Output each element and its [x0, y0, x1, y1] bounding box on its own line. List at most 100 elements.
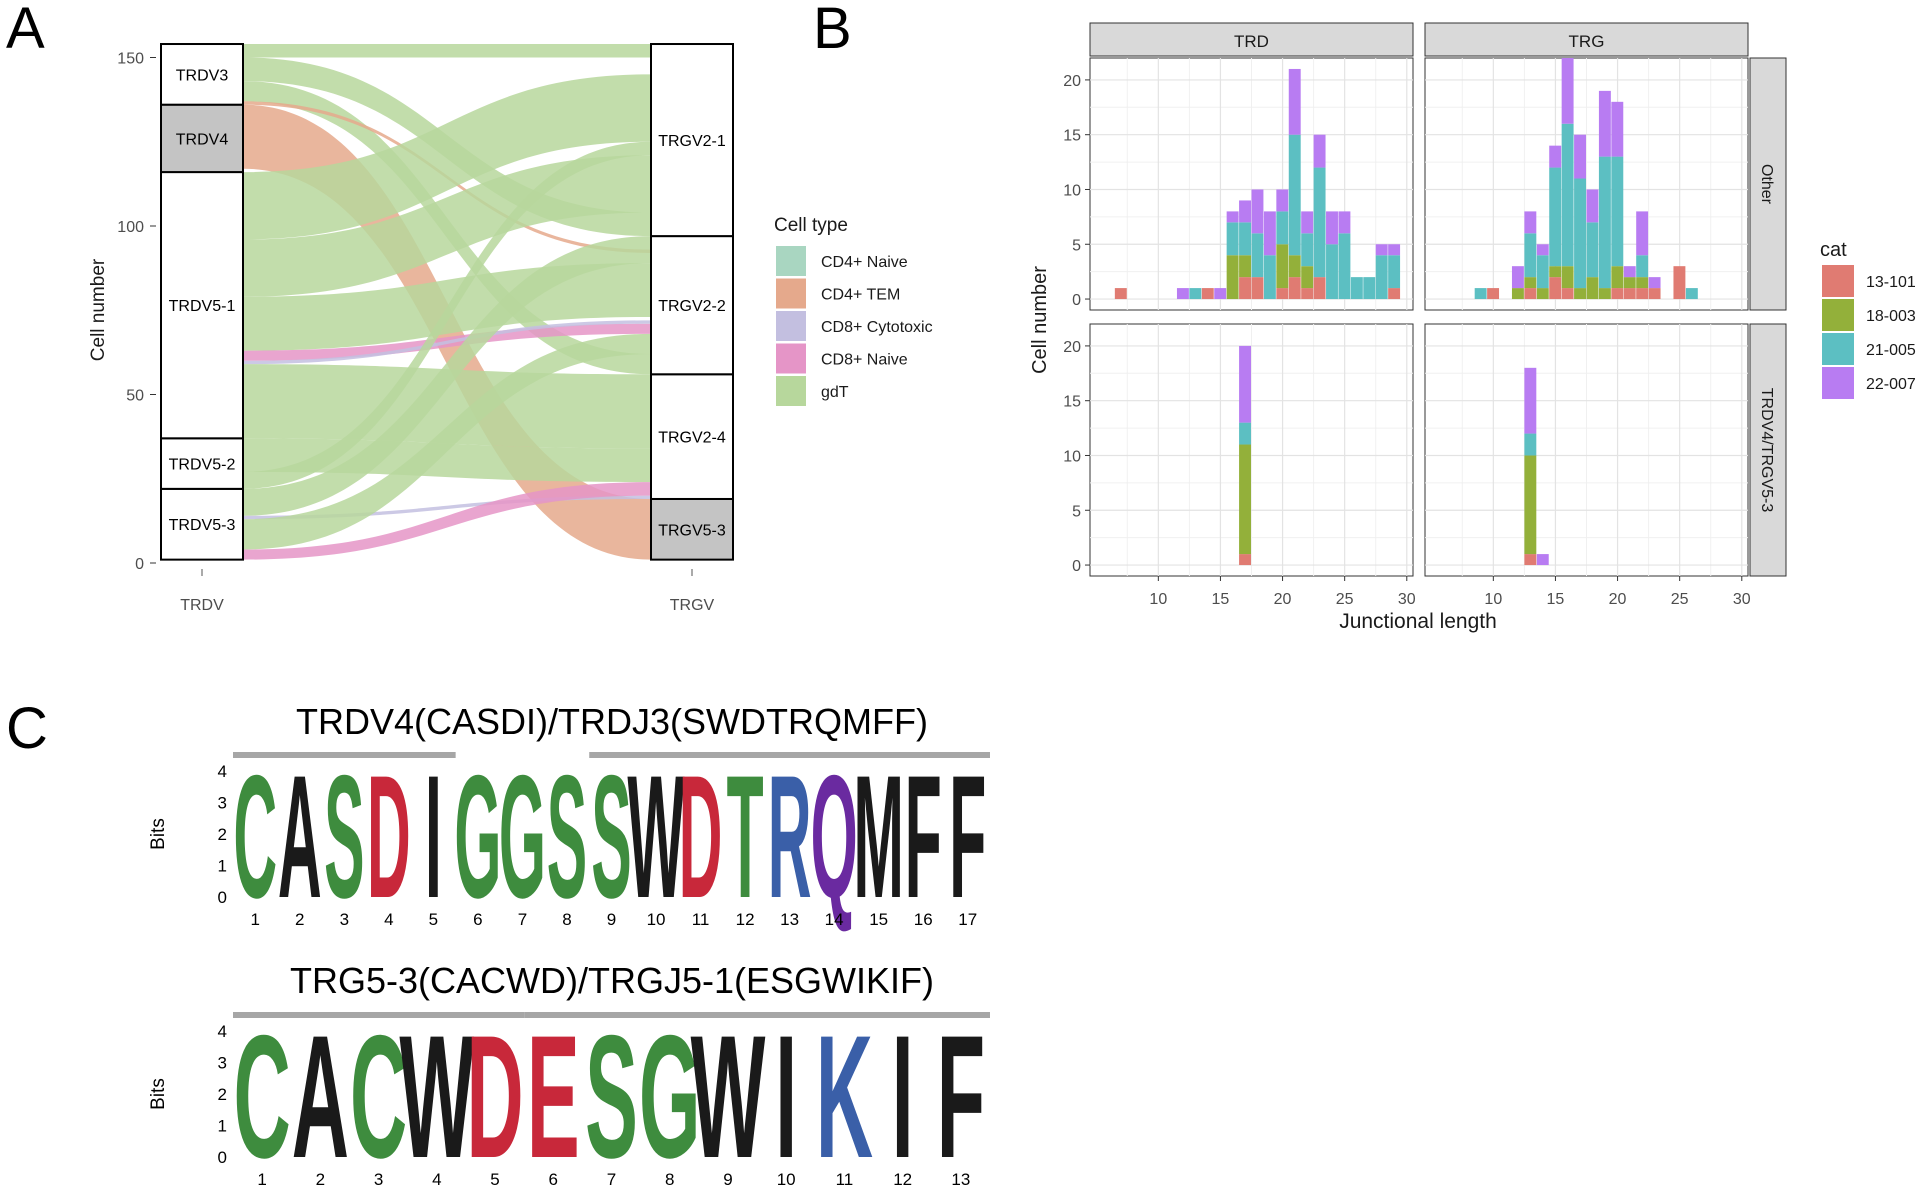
alluvial-plot: 0 50 100 150 Cell number TRDV5-3 TRDV5-2 TRDV5-… — [88, 43, 933, 614]
histogram-bar-segment — [1561, 266, 1574, 289]
histogram-bar-segment — [1114, 288, 1127, 300]
histogram-ytick-label: 20 — [1063, 339, 1081, 356]
histogram-row-strip — [1749, 57, 1787, 311]
histogram-xtick-label: 25 — [1671, 591, 1689, 608]
logo-position-label: 5 — [429, 910, 438, 929]
logo-letter: A — [278, 738, 322, 934]
histogram-bar-segment — [1623, 277, 1636, 289]
histogram-bar-segment — [1301, 211, 1314, 234]
alluvial-stratum-label: TRGV5-3 — [658, 522, 726, 539]
histogram-bar-segment — [1474, 288, 1487, 300]
logo-position-label: 9 — [723, 1170, 732, 1189]
histogram-legend-label: 21-005 — [1866, 342, 1916, 359]
logo-ytick-label: 3 — [218, 794, 227, 813]
histogram-bar-segment — [1301, 288, 1314, 300]
histogram-bar-segment — [1239, 200, 1251, 223]
alluvial-flow — [243, 320, 651, 365]
histogram-ytick-label: 20 — [1063, 73, 1081, 90]
alluvial-flow — [243, 364, 651, 449]
histogram-xtick-label: 10 — [1484, 591, 1502, 608]
histogram-bar-segment — [1214, 288, 1227, 300]
histogram-bar-segment — [1388, 288, 1401, 300]
histogram-column-strip — [1424, 22, 1749, 57]
logo-title: TRG5-3(CACWD)/TRGJ5-1(ESGWIKIF) — [290, 960, 934, 1001]
alluvial-stratum-box — [160, 103, 244, 174]
logo-title: TRDV4(CASDI)/TRDJ3(SWDTRQMFF) — [296, 701, 928, 742]
alluvial-ytick-label: 150 — [117, 51, 144, 68]
histogram-bar-segment — [1363, 277, 1376, 300]
logo-position-label: 8 — [665, 1170, 674, 1189]
histogram-xtick-label: 15 — [1212, 591, 1230, 608]
logo-position-label: 9 — [607, 910, 616, 929]
histogram-bar-segment — [1511, 266, 1524, 289]
logo-ytick-label: 0 — [218, 888, 227, 907]
histogram-ytick-label: 5 — [1072, 503, 1081, 520]
logo-position-label: 2 — [295, 910, 304, 929]
panel-label-b: B — [813, 0, 852, 61]
histogram-bar-segment — [1251, 277, 1264, 300]
alluvial-flow — [243, 333, 651, 550]
histogram-bar-segment — [1338, 233, 1351, 300]
logo-position-label: 1 — [257, 1170, 266, 1189]
histogram-bar-segment — [1636, 255, 1649, 278]
logo-position-label: 4 — [384, 910, 393, 929]
histogram-bar-segment — [1524, 455, 1537, 555]
histogram-legend-label: 22-007 — [1866, 376, 1916, 393]
histogram-bar-segment — [1549, 167, 1562, 267]
logo-letter: M — [853, 738, 903, 934]
logo-position-label: 1 — [251, 910, 260, 929]
alluvial-ytick-label: 50 — [126, 388, 144, 405]
logo-ytick-label: 4 — [218, 762, 227, 781]
alluvial-stratum-label: TRGV2-4 — [658, 430, 726, 447]
histogram-bar-segment — [1549, 277, 1562, 300]
alluvial-stratum-label: TRDV3 — [176, 67, 229, 84]
junctional-length-histogram: TRD TRG Other TRDV4/TRGV5-3 0 5 10 15 20 0 5 10 15 20… — [1029, 22, 1916, 633]
logo-position-label: 3 — [374, 1170, 383, 1189]
histogram-ylabel: Cell number — [1029, 266, 1051, 374]
alluvial-flow — [243, 236, 651, 516]
alluvial-stratum-box — [650, 373, 734, 500]
histogram-xtick-label: 30 — [1733, 591, 1751, 608]
alluvial-flow — [243, 155, 651, 297]
logo-position-label: 11 — [836, 1170, 854, 1189]
histogram-bar-segment — [1611, 288, 1624, 300]
histogram-bar-segment — [1574, 178, 1586, 289]
histogram-bar-segment — [1648, 288, 1661, 300]
logo-letter: C — [350, 999, 407, 1193]
logo-letter: R — [768, 738, 812, 934]
histogram-ytick-label: 0 — [1072, 292, 1081, 309]
logo-letter: G — [639, 999, 701, 1193]
histogram-bar-segment — [1239, 222, 1251, 256]
alluvial-ytick-label: 100 — [117, 219, 144, 236]
histogram-bar-segment — [1536, 244, 1549, 256]
histogram-xtick-label: 20 — [1609, 591, 1627, 608]
histogram-bar-segment — [1648, 277, 1661, 289]
histogram-legend-swatch — [1822, 367, 1854, 399]
alluvial-flow — [243, 44, 651, 58]
logo-letter: A — [292, 999, 349, 1193]
histogram-bar-segment — [1176, 288, 1189, 300]
histogram-bar-segment — [1524, 211, 1537, 234]
histogram-bar-segment — [1189, 288, 1202, 300]
histogram-bar-segment — [1561, 288, 1574, 300]
histogram-ytick-label: 10 — [1063, 448, 1081, 465]
histogram-bar-segment — [1276, 288, 1289, 300]
histogram-bar-segment — [1388, 255, 1401, 289]
logo-letter: S — [324, 738, 364, 934]
alluvial-flow — [243, 141, 651, 489]
histogram-bar-segment — [1524, 554, 1537, 566]
logo-position-label: 2 — [316, 1170, 325, 1189]
histogram-bar-segment — [1239, 422, 1251, 445]
histogram-bar-segment — [1263, 255, 1276, 300]
alluvial-stratum-box — [160, 43, 244, 106]
histogram-ytick-label: 10 — [1063, 182, 1081, 199]
logo-position-label: 16 — [914, 910, 933, 929]
histogram-bar-segment — [1586, 277, 1599, 300]
histogram-bar-segment — [1549, 145, 1562, 168]
logo-letter: F — [937, 999, 985, 1193]
alluvial-flow — [243, 482, 651, 560]
histogram-row-strip-label: Other — [1758, 164, 1775, 205]
logo-letter: S — [547, 738, 587, 934]
alluvial-stratum-label: TRGV2-1 — [658, 133, 726, 150]
